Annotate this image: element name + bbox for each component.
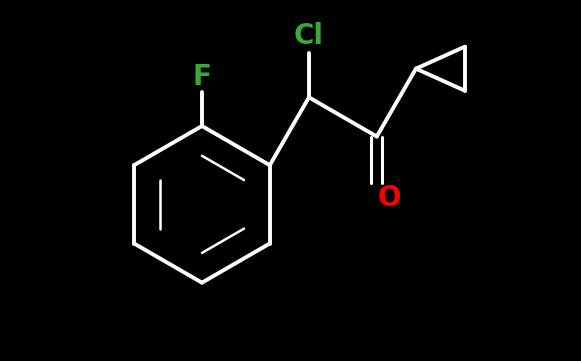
Text: F: F: [192, 63, 211, 91]
Text: O: O: [377, 184, 401, 212]
Text: Cl: Cl: [294, 22, 324, 50]
